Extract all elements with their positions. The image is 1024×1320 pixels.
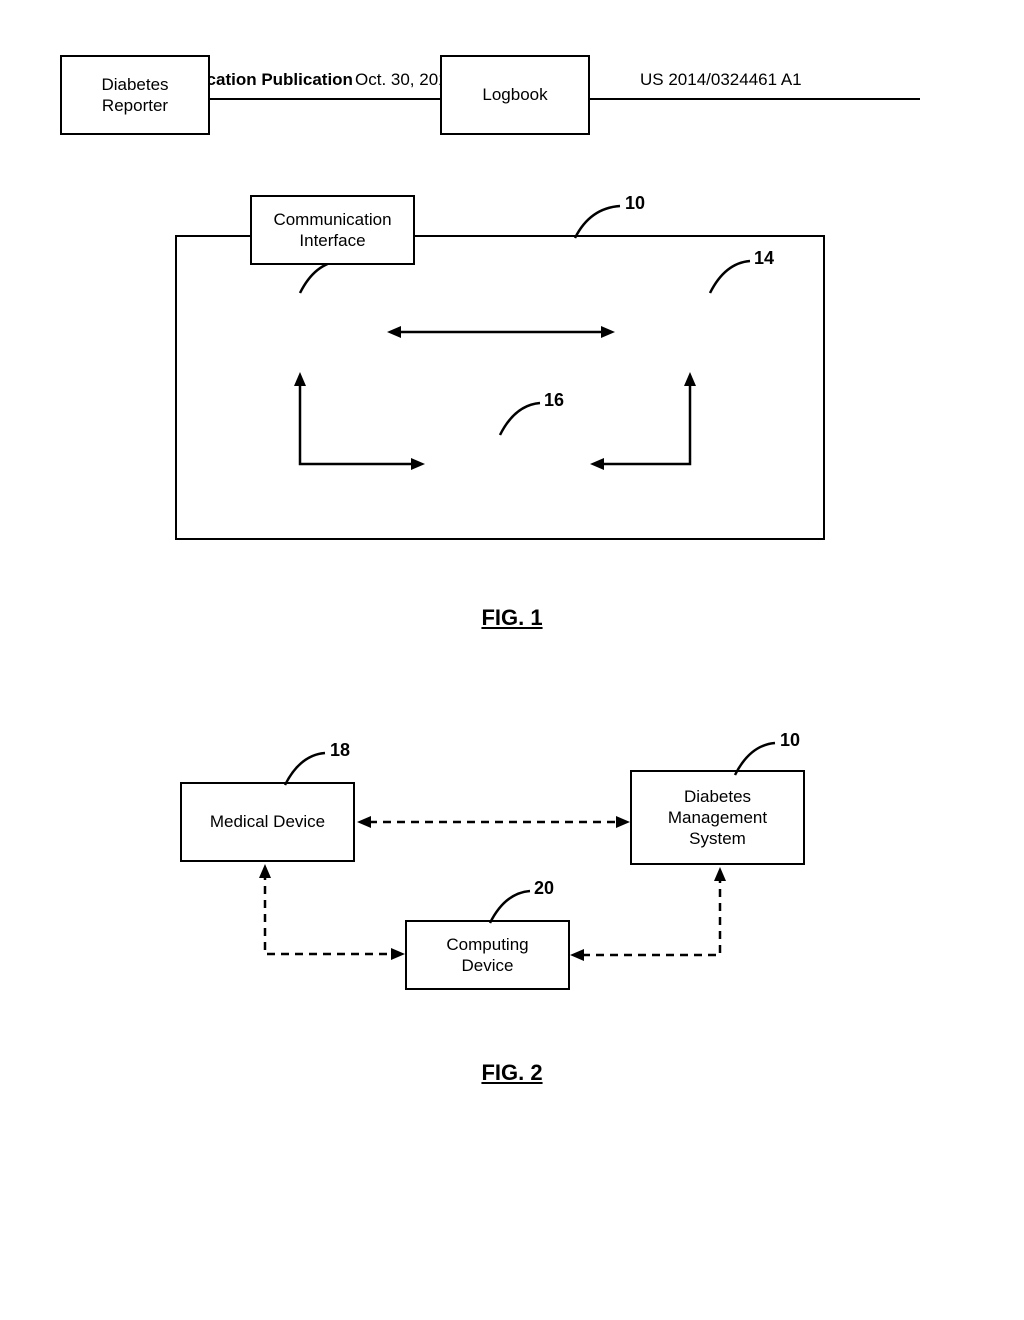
fig1-box12-label: DiabetesReporter bbox=[101, 74, 168, 117]
fig2-caption: FIG. 2 bbox=[0, 1060, 1024, 1086]
refnum-20: 20 bbox=[534, 878, 554, 899]
fig2-conn-10-20 bbox=[562, 867, 772, 977]
fig1-box-logbook: Logbook bbox=[440, 55, 590, 135]
header-right: US 2014/0324461 A1 bbox=[640, 70, 802, 90]
fig1-box-diabetes-reporter: DiabetesReporter bbox=[60, 55, 210, 135]
fig2-box20-label: ComputingDevice bbox=[446, 934, 528, 977]
fig1-caption: FIG. 1 bbox=[0, 605, 1024, 631]
refnum-16: 16 bbox=[544, 390, 564, 411]
fig1-conn-12-14 bbox=[387, 322, 615, 342]
fig2-box10-label: DiabetesManagementSystem bbox=[668, 786, 767, 850]
fig2-box-medical-device: Medical Device bbox=[180, 782, 355, 862]
refnum-14: 14 bbox=[754, 248, 774, 269]
page: Patent Application Publication Oct. 30, … bbox=[0, 0, 1024, 1320]
fig1-conn-12-16 bbox=[260, 372, 440, 482]
refnum-18: 18 bbox=[330, 740, 350, 761]
refnum-10b: 10 bbox=[780, 730, 800, 751]
fig2-box-computing-device: ComputingDevice bbox=[405, 920, 570, 990]
fig2-box18-label: Medical Device bbox=[210, 811, 325, 832]
fig2-box-diabetes-mgmt-system: DiabetesManagementSystem bbox=[630, 770, 805, 865]
fig2-conn-18-10 bbox=[357, 812, 630, 832]
fig1-conn-14-16 bbox=[582, 372, 742, 482]
fig1-box-comm-interface: CommunicationInterface bbox=[250, 195, 415, 265]
fig1-box14-label: Logbook bbox=[482, 84, 547, 105]
refnum-10: 10 bbox=[625, 193, 645, 214]
fig1-box16-label: CommunicationInterface bbox=[273, 209, 391, 252]
fig2-conn-18-20 bbox=[225, 864, 420, 974]
